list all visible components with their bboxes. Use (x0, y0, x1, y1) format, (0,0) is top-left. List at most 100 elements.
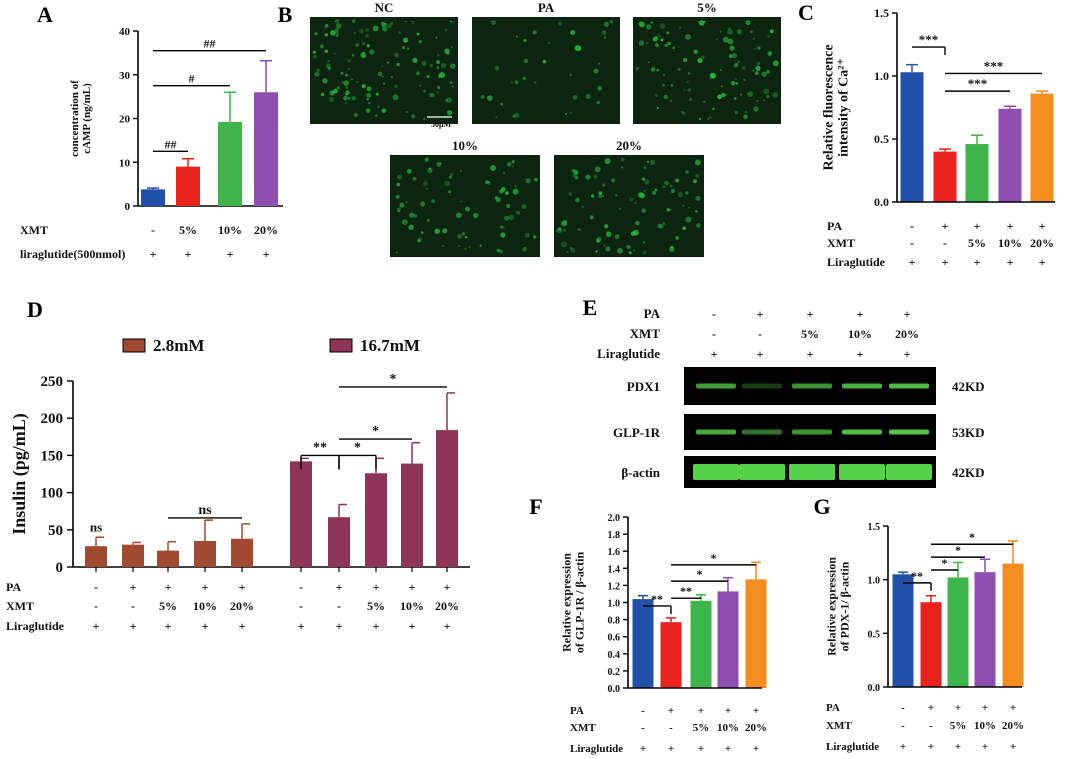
cell-spot (765, 69, 771, 74)
bar-c-2 (965, 144, 989, 202)
condition-value-a: + (185, 247, 192, 261)
cell-spot (413, 213, 418, 218)
cell-spot (664, 43, 669, 48)
cell-spot (707, 117, 710, 120)
cell-spot (572, 95, 578, 100)
cell-spot (736, 29, 742, 35)
condition-label-a: XMT (20, 223, 48, 237)
cell-spot (638, 40, 645, 46)
bar-d-0-3 (194, 540, 216, 567)
cell-spot (514, 185, 517, 188)
condition-value-g: - (929, 720, 933, 732)
cell-spot (510, 81, 514, 84)
cell-spot (542, 59, 547, 64)
cell-spot (401, 219, 408, 226)
condition-value-f: + (753, 705, 759, 717)
blot-condition-value: + (904, 307, 911, 321)
cell-spot (383, 82, 386, 85)
cell-spot (593, 174, 598, 179)
bar-f-3 (717, 591, 739, 688)
cell-spot (753, 106, 759, 112)
y-tick-label-a: 10 (119, 157, 131, 169)
blot-condition-value: + (757, 347, 764, 361)
cell-spot (399, 202, 405, 208)
bar-g-3 (974, 572, 996, 687)
cell-spot (512, 165, 514, 168)
condition-value-d: + (165, 580, 172, 594)
cell-spot (645, 41, 649, 45)
cell-spot (643, 189, 646, 192)
cell-spot (375, 92, 379, 96)
cell-spot (345, 102, 348, 105)
cell-spot (522, 246, 528, 252)
cell-spot (312, 54, 318, 59)
cell-spot (659, 224, 664, 229)
cell-spot (670, 184, 673, 188)
condition-value-f: 10% (717, 722, 739, 734)
legend-label-2p8mm: 2.8mM (153, 336, 204, 355)
cell-spot (523, 38, 527, 42)
condition-value-d: + (239, 580, 246, 594)
significance-label-d: * (372, 424, 379, 439)
y-axis-label-line-f: Relative expression (559, 553, 573, 652)
scale-bar-label: 50μM (431, 120, 452, 129)
condition-value-c: 10% (998, 236, 1022, 250)
blot-band (889, 429, 929, 435)
cell-spot (547, 42, 551, 45)
condition-value-d: + (202, 619, 209, 633)
y-tick-label-f: 1.2 (608, 581, 621, 592)
cell-spot (444, 180, 451, 187)
blot-band (792, 383, 832, 389)
bar-a-0 (141, 189, 165, 206)
condition-value-a: + (227, 247, 234, 261)
cell-spot (394, 84, 398, 89)
significance-label-a: ## (204, 37, 216, 51)
blot-condition-value: + (857, 307, 864, 321)
condition-value-c: 20% (1030, 236, 1054, 250)
cell-spot (398, 31, 401, 35)
cell-spot (763, 88, 770, 95)
cell-spot (752, 37, 755, 41)
cell-spot (680, 110, 683, 113)
cell-spot (366, 44, 370, 48)
blot-condition-label: Liraglutide (597, 346, 660, 361)
cell-spot (335, 23, 342, 29)
cell-spot (397, 209, 400, 213)
cell-spot (522, 76, 526, 80)
cell-spot (503, 215, 510, 221)
cell-spot (324, 49, 329, 53)
significance-label-g: ** (911, 569, 923, 583)
condition-value-c: + (974, 219, 981, 233)
cell-spot (650, 21, 653, 24)
cell-spot (737, 60, 741, 64)
cell-spot (426, 187, 429, 190)
significance-label-g: * (969, 530, 975, 544)
blot-condition-value: 5% (801, 327, 819, 341)
blot-condition-value: + (807, 307, 814, 321)
panel-label-d: D (27, 297, 43, 322)
cell-spot (557, 21, 563, 26)
cell-spot (442, 245, 445, 248)
cell-spot (417, 236, 423, 242)
cell-spot (657, 223, 663, 229)
cell-spot (728, 27, 731, 30)
cell-spot (754, 71, 759, 76)
cell-spot (426, 75, 430, 79)
cell-spot (747, 92, 750, 95)
cell-spot (337, 86, 341, 90)
cell-spot (523, 58, 529, 64)
y-tick-label-f: 0.6 (608, 633, 621, 644)
blot-band (693, 464, 739, 480)
cell-spot (619, 207, 622, 211)
cell-spot (739, 93, 743, 96)
cell-spot (360, 52, 367, 59)
cell-spot (709, 77, 712, 80)
cell-spot (656, 68, 660, 72)
bar-d-1-1 (328, 517, 350, 567)
cell-spot (377, 71, 383, 77)
blot-protein-label: PDX1 (627, 379, 660, 394)
cell-spot (396, 174, 403, 180)
bar-c-3 (998, 108, 1022, 202)
panel-label-f: F (529, 494, 542, 519)
cell-spot (689, 98, 693, 102)
